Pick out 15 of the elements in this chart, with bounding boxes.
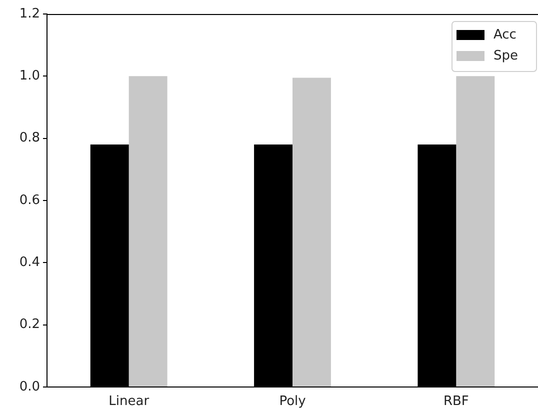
y-tick-label: 1.0 [19, 68, 40, 84]
y-tick-label: 0.6 [19, 192, 40, 208]
y-tick-label: 0.8 [19, 130, 40, 146]
y-tick-label: 0.2 [19, 317, 40, 332]
bar [292, 78, 331, 386]
y-tick-label: 1.2 [19, 6, 40, 22]
bar [456, 76, 495, 386]
y-tick-label: 0.0 [19, 379, 40, 394]
legend-label: Spe [494, 48, 518, 64]
x-tick-label: RBF [443, 394, 469, 410]
x-tick-label: Poly [279, 394, 306, 410]
legend-label: Acc [494, 27, 516, 42]
x-tick-label: Linear [108, 394, 150, 410]
y-tick-label: 0.4 [19, 255, 40, 270]
bar [128, 76, 168, 386]
